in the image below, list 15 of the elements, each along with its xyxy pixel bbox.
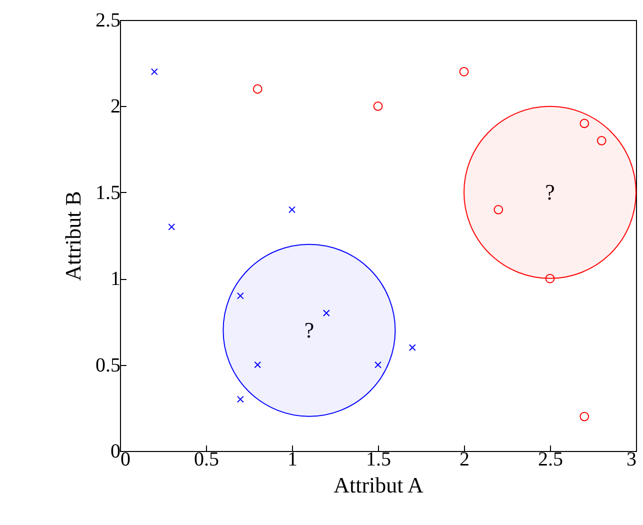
y-tick-label: 1.5: [96, 182, 120, 204]
annotation: ?: [304, 317, 314, 342]
y-tick-label: 2: [110, 96, 120, 118]
x-tick-label: 1.5: [366, 448, 391, 470]
x-tick-label: 2: [460, 448, 470, 470]
x-axis-title: Attribut A: [334, 472, 424, 498]
annotation: ?: [545, 179, 555, 204]
x-tick-label: 0.5: [194, 448, 219, 470]
y-tick-label: 0.5: [96, 354, 120, 376]
x-tick-label: 1: [288, 448, 298, 470]
x-tick-label: 2.5: [538, 448, 563, 470]
y-axis-title: Attribut B: [60, 191, 86, 281]
x-tick-label: 3: [626, 448, 636, 470]
y-tick-label: 2.5: [96, 10, 120, 32]
y-tick-label: 1: [110, 268, 120, 290]
